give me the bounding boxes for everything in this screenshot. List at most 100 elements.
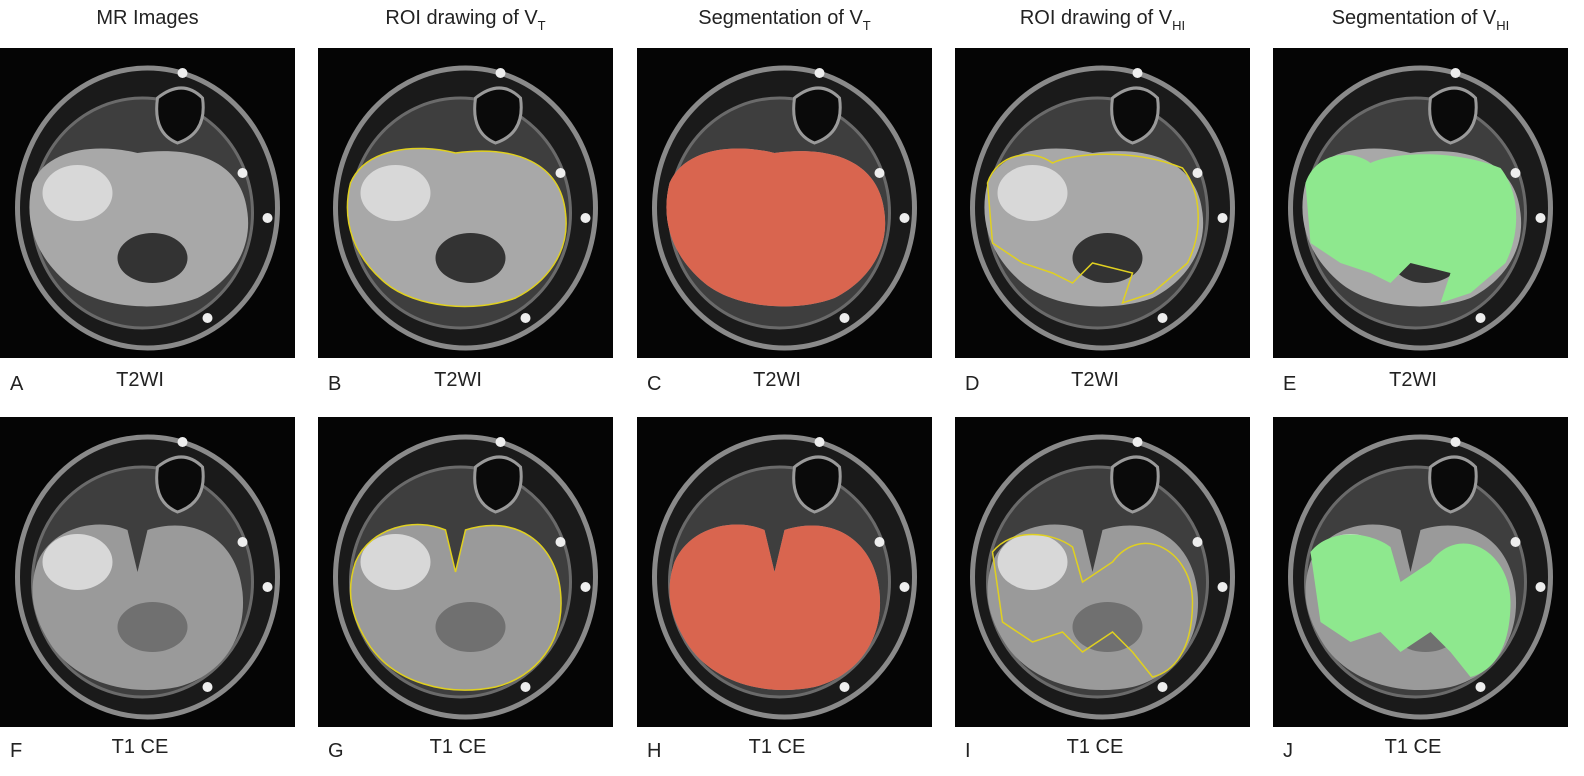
sequence-label: T2WI bbox=[753, 369, 801, 391]
vessel bbox=[874, 537, 885, 547]
bone bbox=[473, 455, 523, 514]
vessel bbox=[814, 437, 825, 447]
tumor bbox=[984, 148, 1204, 307]
vessel bbox=[874, 168, 885, 178]
mr-panel bbox=[0, 417, 295, 727]
column-header: ROI drawing of VHI bbox=[1020, 7, 1185, 33]
vessel bbox=[1132, 437, 1143, 447]
vessel bbox=[1475, 313, 1486, 323]
sequence-label: T2WI bbox=[116, 369, 164, 391]
vessel bbox=[839, 682, 850, 692]
bone bbox=[1428, 86, 1478, 145]
vessel bbox=[495, 437, 506, 447]
panel-letter: A bbox=[10, 373, 24, 395]
vessel bbox=[1535, 213, 1546, 223]
vessel bbox=[262, 213, 273, 223]
vessel bbox=[237, 168, 248, 178]
panel-letter: D bbox=[965, 373, 979, 395]
header-text: ROI drawing of V bbox=[1020, 7, 1173, 29]
sequence-label: T2WI bbox=[1389, 369, 1437, 391]
panel-letter: H bbox=[647, 740, 661, 762]
mr-panel bbox=[1273, 48, 1568, 358]
sequence-label: T2WI bbox=[434, 369, 482, 391]
sequence-label: T1 CE bbox=[112, 736, 169, 758]
panel-letter: G bbox=[328, 740, 344, 762]
mr-panel bbox=[955, 48, 1250, 358]
header-text: ROI drawing of V bbox=[385, 7, 538, 29]
mr-panel bbox=[637, 48, 932, 358]
tumor bbox=[1302, 148, 1522, 307]
sequence-label: T2WI bbox=[1071, 369, 1119, 391]
tumor-bright bbox=[997, 534, 1068, 590]
header-subscript: HI bbox=[1496, 18, 1509, 33]
mr-panel bbox=[1273, 417, 1568, 727]
mr-panel bbox=[318, 417, 613, 727]
vessel bbox=[262, 582, 273, 592]
vessel bbox=[1132, 68, 1143, 78]
vessel bbox=[839, 313, 850, 323]
vessel bbox=[1510, 168, 1521, 178]
roi-outline bbox=[991, 533, 1194, 678]
bone bbox=[155, 86, 205, 145]
header-subscript: T bbox=[863, 18, 871, 33]
panel-letter: J bbox=[1283, 740, 1293, 762]
vessel bbox=[1510, 537, 1521, 547]
header-subscript: HI bbox=[1172, 18, 1185, 33]
header-subscript: T bbox=[538, 18, 546, 33]
vessel bbox=[555, 537, 566, 547]
tumor bbox=[349, 523, 562, 691]
bone bbox=[1110, 455, 1160, 514]
vessel bbox=[202, 313, 213, 323]
vessel bbox=[1475, 682, 1486, 692]
panel-letter: E bbox=[1283, 373, 1296, 395]
tumor-dark bbox=[435, 233, 506, 283]
panel-letter: F bbox=[10, 740, 22, 762]
column-header: Segmentation of VT bbox=[698, 7, 871, 33]
vessel bbox=[814, 68, 825, 78]
roi-outline bbox=[986, 153, 1199, 305]
segmentation-mask bbox=[1305, 154, 1517, 303]
sequence-label: T1 CE bbox=[430, 736, 487, 758]
tumor-bright bbox=[360, 165, 431, 221]
vessel bbox=[899, 213, 910, 223]
vessel bbox=[1157, 682, 1168, 692]
mr-panel bbox=[318, 48, 613, 358]
bone bbox=[473, 86, 523, 145]
vessel bbox=[580, 582, 591, 592]
vessel bbox=[1192, 168, 1203, 178]
tumor bbox=[987, 524, 1199, 691]
sequence-label: T1 CE bbox=[1385, 736, 1442, 758]
panel-letter: I bbox=[965, 740, 971, 762]
tumor-dark bbox=[117, 233, 188, 283]
vessel bbox=[1535, 582, 1546, 592]
vessel bbox=[237, 537, 248, 547]
tumor bbox=[346, 147, 567, 308]
tumor bbox=[669, 524, 881, 691]
segmentation-mask bbox=[666, 148, 886, 307]
tumor-dark bbox=[1072, 602, 1143, 652]
vessel bbox=[899, 582, 910, 592]
panel-letter: C bbox=[647, 373, 661, 395]
tumor bbox=[29, 148, 249, 307]
vessel bbox=[1450, 437, 1461, 447]
header-text: Segmentation of V bbox=[698, 7, 863, 29]
segmentation-mask bbox=[1310, 534, 1511, 677]
roi-outline bbox=[349, 523, 562, 691]
tumor bbox=[32, 524, 244, 691]
vessel bbox=[177, 68, 188, 78]
mr-panel bbox=[0, 48, 295, 358]
bone bbox=[1110, 86, 1160, 145]
vessel bbox=[495, 68, 506, 78]
tumor-bright bbox=[42, 165, 113, 221]
vessel bbox=[1157, 313, 1168, 323]
tumor-bright bbox=[42, 534, 113, 590]
roi-outline bbox=[346, 147, 567, 308]
bone bbox=[1428, 455, 1478, 514]
vessel bbox=[520, 313, 531, 323]
vessel bbox=[1192, 537, 1203, 547]
vessel bbox=[1217, 582, 1228, 592]
mr-panel bbox=[637, 417, 932, 727]
segmentation-mask bbox=[669, 524, 881, 691]
vessel bbox=[202, 682, 213, 692]
